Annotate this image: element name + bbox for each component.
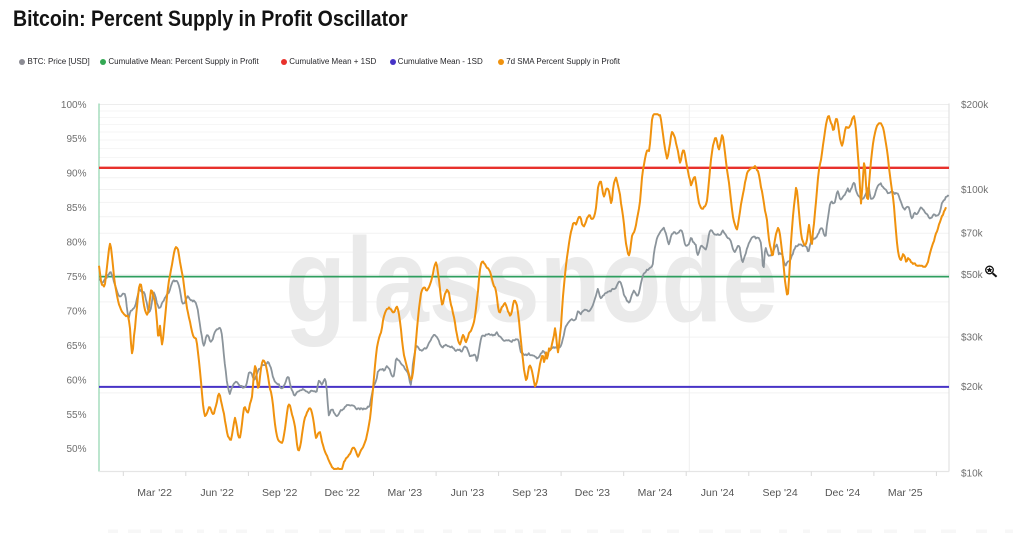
svg-text:60%: 60%	[66, 375, 86, 386]
svg-text:Dec '22: Dec '22	[325, 487, 360, 499]
svg-text:100%: 100%	[61, 100, 87, 111]
svg-text:85%: 85%	[66, 203, 86, 214]
svg-text:$30k: $30k	[961, 333, 984, 344]
svg-text:55%: 55%	[66, 410, 86, 421]
svg-text:glassnode: glassnode	[285, 214, 778, 348]
svg-text:$200k: $200k	[961, 100, 989, 111]
svg-text:Sep '24: Sep '24	[762, 487, 797, 499]
svg-text:Dec '24: Dec '24	[825, 487, 860, 499]
svg-text:$50k: $50k	[961, 270, 984, 281]
svg-text:90%: 90%	[66, 169, 86, 180]
svg-text:$100k: $100k	[961, 185, 989, 196]
svg-text:$20k: $20k	[961, 382, 984, 393]
svg-text:95%: 95%	[66, 134, 86, 145]
svg-text:Mar '25: Mar '25	[888, 487, 923, 499]
svg-text:Mar '23: Mar '23	[387, 487, 422, 499]
svg-text:Jun '23: Jun '23	[451, 487, 485, 499]
svg-text:Sep '22: Sep '22	[262, 487, 297, 499]
svg-text:$10k: $10k	[961, 468, 984, 479]
svg-text:Dec '23: Dec '23	[575, 487, 610, 499]
svg-text:Jun '22: Jun '22	[200, 487, 234, 499]
svg-text:$70k: $70k	[961, 229, 984, 240]
svg-text:80%: 80%	[66, 238, 86, 249]
svg-text:50%: 50%	[66, 444, 86, 455]
svg-text:70%: 70%	[66, 306, 86, 317]
svg-text:Jun '24: Jun '24	[701, 487, 735, 499]
svg-text:Mar '22: Mar '22	[137, 487, 172, 499]
svg-text:75%: 75%	[66, 272, 86, 283]
svg-text:Mar '24: Mar '24	[638, 487, 673, 499]
svg-text:Sep '23: Sep '23	[512, 487, 547, 499]
svg-text:65%: 65%	[66, 341, 86, 352]
